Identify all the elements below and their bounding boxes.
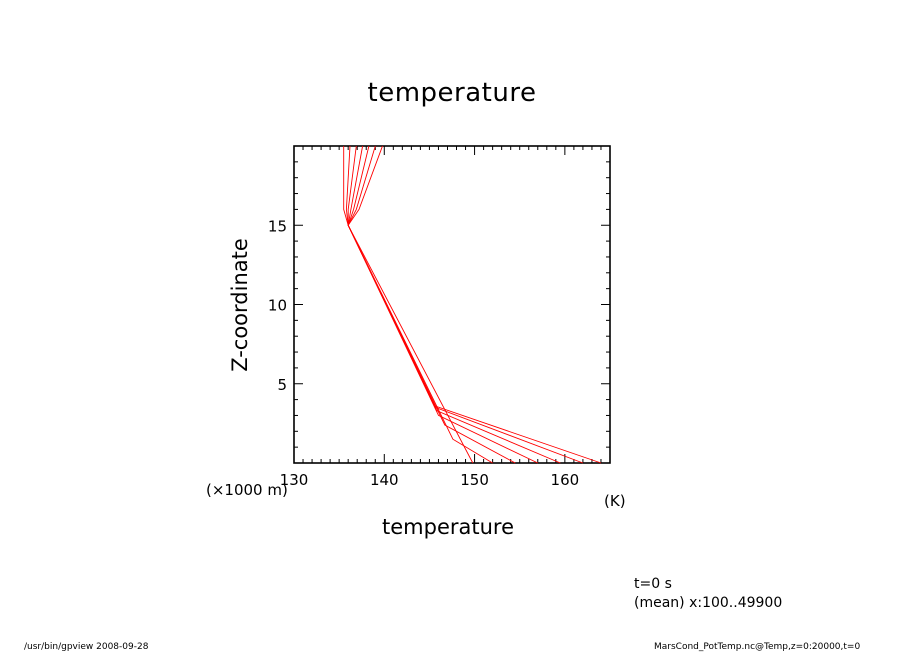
x-tick-label: 160 xyxy=(551,471,580,489)
chart-title: temperature xyxy=(367,78,537,108)
temperature-profile-line-7 xyxy=(347,145,602,464)
x-tick-label: 150 xyxy=(460,471,489,489)
temperature-profile-line-2 xyxy=(345,145,493,464)
temperature-profile-line-4 xyxy=(347,145,538,464)
temperature-profile-line-1 xyxy=(343,146,474,464)
y-tick-label: 10 xyxy=(268,297,287,315)
mean-annotation: (mean) x:100..49900 xyxy=(634,595,783,611)
temperature-profile-line-3 xyxy=(347,145,516,464)
x-tick-label: 140 xyxy=(370,471,399,489)
time-annotation: t=0 s xyxy=(634,576,672,592)
y-axis-unit: (×1000 m) xyxy=(206,481,288,499)
footer-program-date: /usr/bin/gpview 2008-09-28 xyxy=(24,642,149,652)
x-axis-label: temperature xyxy=(382,515,514,539)
footer-data-source: MarsCond_PotTemp.nc@Temp,z=0:20000,t=0 xyxy=(654,642,861,652)
temperature-profile-line-5 xyxy=(347,145,561,464)
plot-frame xyxy=(293,145,611,464)
x-tick-label: 130 xyxy=(280,471,309,489)
y-tick-label: 5 xyxy=(277,376,287,394)
x-axis-unit: (K) xyxy=(604,492,626,510)
temperature-profile-line-6 xyxy=(347,145,584,464)
y-tick-label: 15 xyxy=(268,217,287,235)
y-axis-label: Z-coordinate xyxy=(228,238,252,372)
